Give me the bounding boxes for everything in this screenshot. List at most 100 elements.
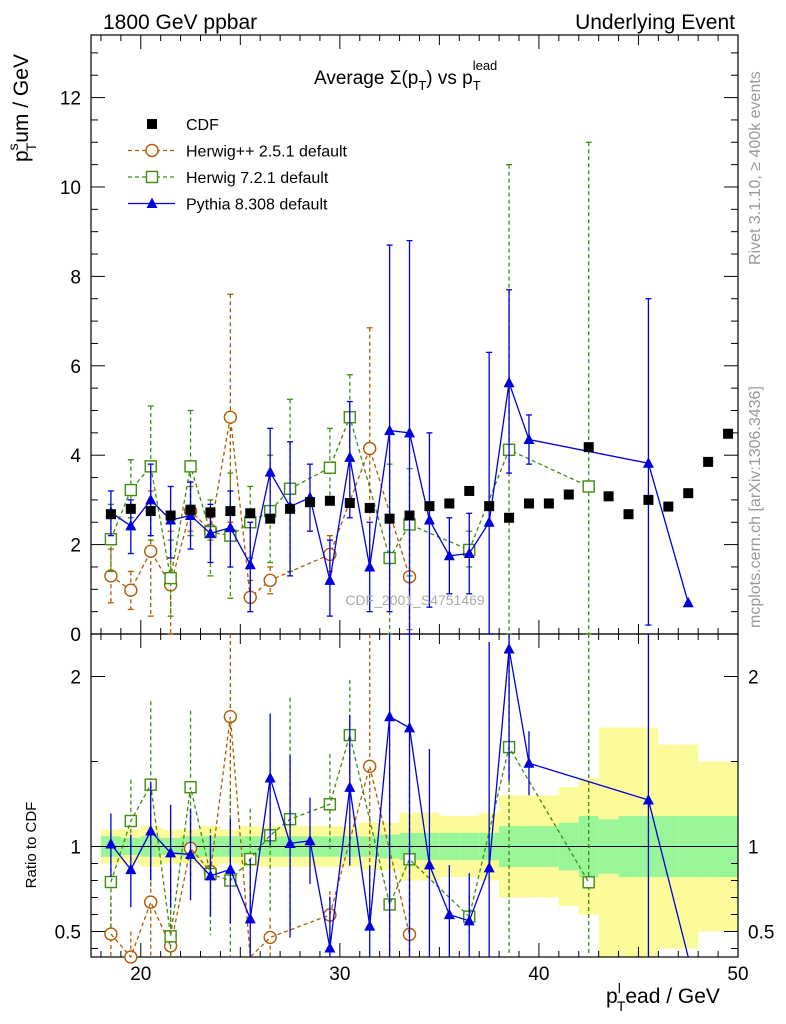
xlabel-sup: l bbox=[618, 980, 621, 996]
pythia-point bbox=[344, 451, 356, 462]
legend-label-herwig7: Herwig 7.2.1 default bbox=[186, 170, 329, 187]
cdf-point bbox=[663, 501, 674, 512]
pythia-ratio-point bbox=[105, 837, 117, 849]
watermark: CDF_2001_S4751469 bbox=[345, 592, 485, 608]
herwig7-point bbox=[164, 571, 177, 585]
pythia-point bbox=[125, 519, 137, 531]
cdf-point bbox=[723, 428, 734, 439]
mcplots-label: mcplots.cern.ch [arXiv:1306.3436] bbox=[747, 386, 764, 628]
legend-marker-cdf bbox=[147, 119, 157, 129]
pythia-ratio-series bbox=[105, 634, 689, 958]
cdf-point bbox=[603, 491, 614, 502]
ratio-tick-label-right: 1 bbox=[748, 838, 759, 859]
pythia-point bbox=[185, 509, 197, 521]
ratio-plot-frame bbox=[90, 633, 739, 958]
title-sub1: T bbox=[418, 78, 426, 93]
pythia-line bbox=[110, 382, 689, 603]
y-tick-label: 10 bbox=[60, 178, 81, 199]
y-tick-label: 8 bbox=[70, 267, 81, 288]
herwigpp-ratio-series bbox=[104, 634, 417, 964]
cdf-point bbox=[205, 507, 216, 518]
title-sub2: T bbox=[473, 78, 481, 93]
cdf-point bbox=[464, 485, 475, 496]
pythia-series bbox=[105, 239, 694, 635]
cdf-point bbox=[344, 498, 355, 509]
cdf-point bbox=[125, 503, 136, 514]
herwig7-point bbox=[323, 461, 337, 474]
y-tick-label: 12 bbox=[60, 89, 81, 110]
pythia-ratio-point bbox=[224, 863, 236, 874]
legend-label-herwigpp: Herwig++ 2.5.1 default bbox=[186, 144, 348, 161]
x-tick-label: 40 bbox=[528, 964, 549, 985]
title-mid: ) vs p bbox=[426, 68, 472, 89]
cdf-point bbox=[364, 502, 375, 513]
pythia-ratio-point bbox=[404, 721, 416, 733]
pythia-point bbox=[523, 433, 535, 445]
cdf-point bbox=[324, 495, 335, 506]
x-tick-label: 30 bbox=[329, 964, 350, 985]
cdf-point bbox=[523, 498, 534, 509]
rivet-label: Rivet 3.1.10, ≥ 400k events bbox=[747, 71, 764, 265]
cdf-series bbox=[105, 428, 734, 524]
x-tick-label: 20 bbox=[130, 964, 151, 985]
ylabel-sub: T bbox=[23, 142, 39, 151]
herwig7-ratio-point bbox=[582, 876, 595, 889]
pythia-point bbox=[224, 521, 236, 533]
ratio-uncertainty-band bbox=[100, 727, 738, 957]
cdf-point bbox=[265, 513, 276, 524]
pythia-point bbox=[483, 516, 495, 527]
cdf-point bbox=[404, 510, 415, 521]
cdf-point bbox=[623, 509, 634, 520]
y-tick-label: 0 bbox=[70, 625, 81, 646]
pythia-ratio-point bbox=[503, 643, 515, 654]
xlabel-base: p bbox=[606, 985, 618, 1008]
cdf-point bbox=[225, 506, 236, 517]
herwigpp-point bbox=[144, 544, 158, 559]
series-layer bbox=[104, 141, 734, 964]
pythia-ratio-point bbox=[264, 771, 276, 783]
pythia-point bbox=[404, 426, 416, 438]
pythia-ratio-point bbox=[304, 834, 316, 846]
cdf-point bbox=[543, 498, 554, 509]
pythia-point bbox=[463, 547, 475, 559]
pythia-point bbox=[443, 549, 455, 561]
legend: CDF Herwig++ 2.5.1 default Herwig 7.2.1 de… bbox=[128, 117, 348, 214]
cdf-point bbox=[683, 488, 694, 499]
cdf-point bbox=[304, 497, 315, 508]
pythia-point bbox=[324, 574, 336, 585]
cdf-point bbox=[444, 498, 455, 509]
pythia-point bbox=[384, 424, 396, 436]
x-axis-label: pl Tead / GeV bbox=[606, 980, 720, 1014]
title-sup2: lead bbox=[473, 58, 498, 73]
pythia-point bbox=[244, 558, 256, 570]
cdf-point bbox=[384, 513, 395, 524]
herwigpp-point bbox=[363, 441, 377, 456]
cdf-point bbox=[285, 503, 296, 514]
legend-marker-herwigpp bbox=[145, 143, 159, 158]
herwig7-point bbox=[184, 460, 197, 473]
cdf-point bbox=[484, 501, 495, 512]
chart-title: Average Σ(pT) vs pTlead bbox=[314, 58, 497, 93]
legend-label-pythia: Pythia 8.308 default bbox=[186, 197, 328, 214]
cdf-point bbox=[245, 508, 256, 519]
pythia-point bbox=[264, 466, 276, 477]
y-tick-label: 4 bbox=[70, 446, 81, 467]
pythia-ratio-line bbox=[110, 648, 689, 958]
ratio-y-axis-label: Ratio to CDF bbox=[23, 802, 40, 889]
pythia-point bbox=[204, 527, 216, 538]
xlabel-rest: ead / GeV bbox=[625, 985, 720, 1008]
ylabel-sup: s bbox=[5, 143, 21, 150]
herwig7-point bbox=[124, 483, 138, 497]
legend-marker-herwig7 bbox=[145, 170, 159, 184]
pythia-point bbox=[364, 560, 376, 572]
y-tick-label: 2 bbox=[70, 536, 81, 557]
cdf-point bbox=[703, 456, 714, 467]
y-axis-label: ps Tum / GeV bbox=[5, 54, 39, 162]
ratio-tick-label-right: 0.5 bbox=[748, 923, 774, 944]
cdf-point bbox=[643, 494, 654, 505]
ratio-tick-label-left: 1 bbox=[70, 838, 81, 859]
pythia-ratio-point bbox=[185, 848, 197, 859]
